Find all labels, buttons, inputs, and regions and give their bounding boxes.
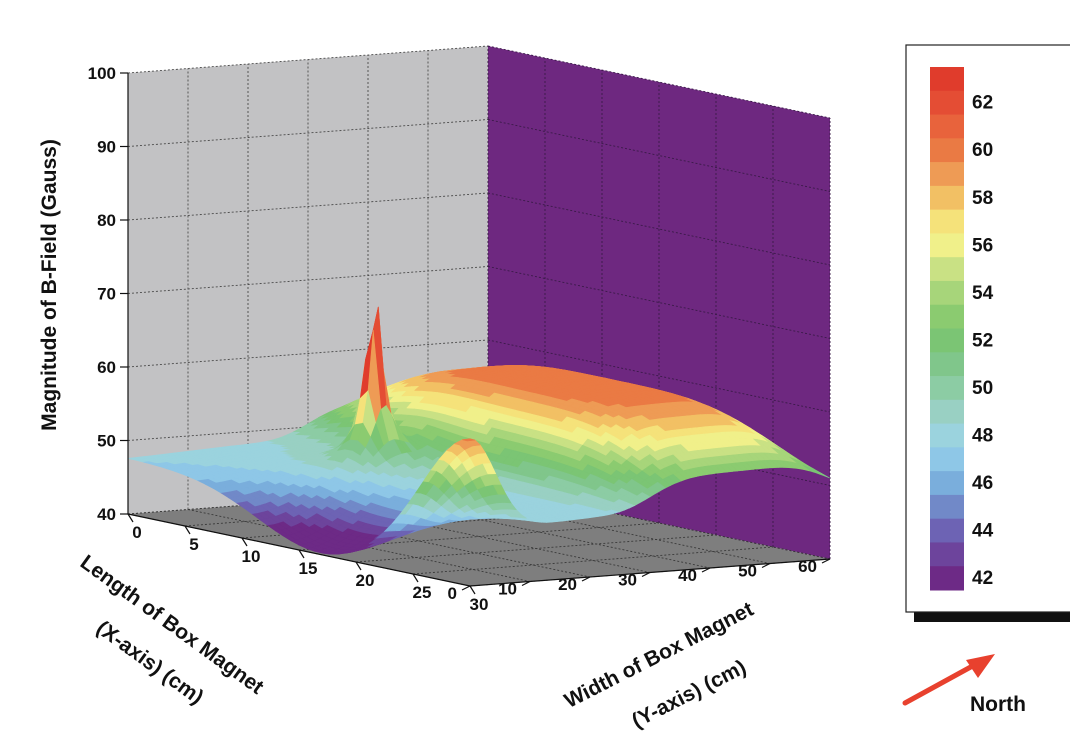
x-tick [461,585,471,591]
colorbar-label: 52 [972,330,993,351]
z-axis-title: Magnitude of B-Field (Gauss) [38,139,61,431]
x-tick [701,567,711,573]
colorbar-label: 58 [972,188,993,209]
z-tick-label: 60 [97,358,116,377]
colorbar-label: 44 [972,521,994,542]
colorbar-swatch [930,376,964,401]
colorbar: 62 60 58 56 54 52 50 48 46 44 42 [930,67,994,591]
y-tick-label: 30 [470,595,489,614]
y-tick-label: 15 [299,559,318,578]
colorbar-swatch [930,257,964,282]
colorbar-label: 62 [972,93,993,114]
x-tick-label: 20 [558,575,577,594]
chart-axes: 40 50 60 70 80 90 100 0 10 20 30 40 50 60 0 5 10 15 20 25 30 [88,64,831,614]
colorbar-swatch [930,304,964,329]
colorbar-label: 42 [972,568,993,589]
colorbar-swatch [930,233,964,258]
colorbar-label: 56 [972,235,993,256]
z-tick-label: 50 [97,432,116,451]
grid-line [355,534,717,563]
colorbar-label: 46 [972,473,993,494]
colorbar-swatch [930,447,964,472]
colorbar-swatch [930,566,964,591]
colorbar-label: 50 [972,378,993,399]
colorbar-label: 54 [972,283,994,304]
colorbar-swatch [930,209,964,234]
colorbar-swatch [930,280,964,306]
y-tick-label: 10 [242,547,261,566]
x-tick [761,562,771,569]
x-tick-label: 50 [738,562,757,581]
colorbar-label: 60 [972,140,993,161]
colorbar-swatch [930,471,964,496]
colorbar-swatch [930,90,964,116]
colorbar-swatch [930,328,964,353]
legend-shadow [914,612,1070,622]
colorbar-swatch [930,494,964,520]
y-tick [355,561,362,571]
y-tick [184,525,191,535]
legend: 62 60 58 56 54 52 50 48 46 44 42 [905,44,1070,622]
y-tick [241,537,248,547]
colorbar-swatch [930,162,964,187]
colorbar-swatch [930,399,964,425]
z-tick-label: 90 [97,138,116,157]
colorbar-swatch [930,423,964,448]
z-tick-label: 80 [97,211,116,230]
grid-line [127,339,489,368]
y-tick [298,549,305,559]
colorbar-swatch [930,352,964,377]
surface-cell [462,438,476,442]
x-tick [821,558,831,564]
colorbar-label: 48 [972,426,993,447]
y-tick [412,573,419,583]
grid-line [127,119,489,147]
x-tick-label: 40 [678,566,697,585]
compass: North [902,654,1026,716]
x-tick-label: 60 [798,557,817,576]
y-tick [127,513,134,523]
y-tick-label: 20 [356,571,375,590]
colorbar-swatch [930,185,964,211]
colorbar-swatch [930,542,964,567]
grid-line [412,546,774,575]
surface-plot [127,306,831,555]
north-label: North [970,693,1026,716]
z-tick-label: 100 [88,64,116,83]
y-tick-label: 25 [413,583,432,602]
y-tick-label: 5 [189,535,198,554]
colorbar-swatch [930,114,964,139]
x-tick [641,571,651,578]
y-tick [469,585,476,595]
colorbar-swatch [930,518,964,543]
x-tick-label: 0 [448,584,457,603]
z-tick-label: 70 [97,285,116,304]
colorbar-swatch [930,138,964,163]
y-tick-label: 0 [132,523,141,542]
colorbar-swatch [930,67,964,92]
x-tick-label: 10 [498,580,517,599]
north-arrow-icon [902,654,995,706]
z-tick-label: 40 [97,505,116,524]
x-tick [521,580,531,587]
x-tick-label: 30 [618,571,637,590]
x-tick [581,576,591,582]
